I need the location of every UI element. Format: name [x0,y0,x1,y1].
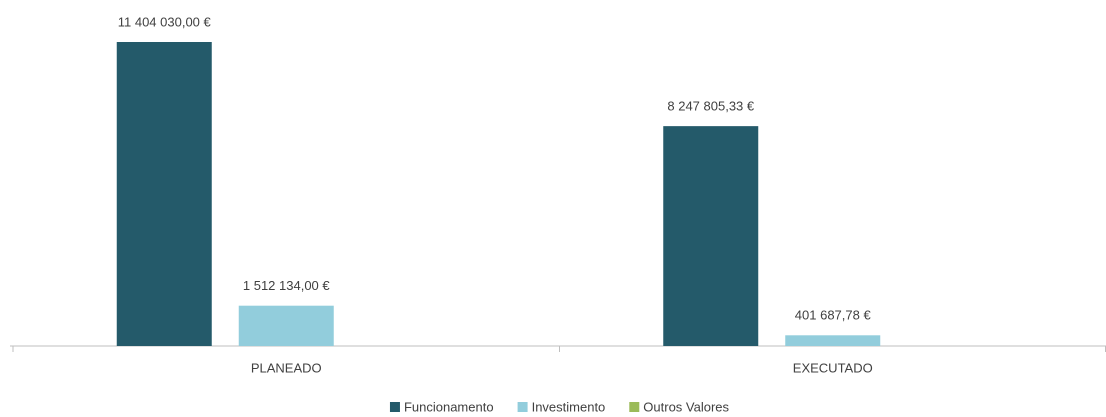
legend-swatch [389,402,400,412]
data-label: 8 247 805,33 € [667,99,755,114]
bar [238,305,334,346]
data-label: 11 404 030,00 € [118,14,212,29]
data-label: 401 687,78 € [795,308,872,323]
data-label: 1 512 134,00 € [243,278,331,293]
x-tick-label: EXECUTADO [793,360,873,375]
x-tick-label: PLANEADO [251,360,322,375]
legend-label: Outros Valores [643,399,729,414]
legend-swatch [629,402,640,412]
legend-label: Investimento [532,399,606,414]
bar [785,335,881,346]
legend-label: Funcionamento [404,399,494,414]
bar [116,42,212,346]
legend-swatch [517,402,528,412]
bar [663,126,759,346]
